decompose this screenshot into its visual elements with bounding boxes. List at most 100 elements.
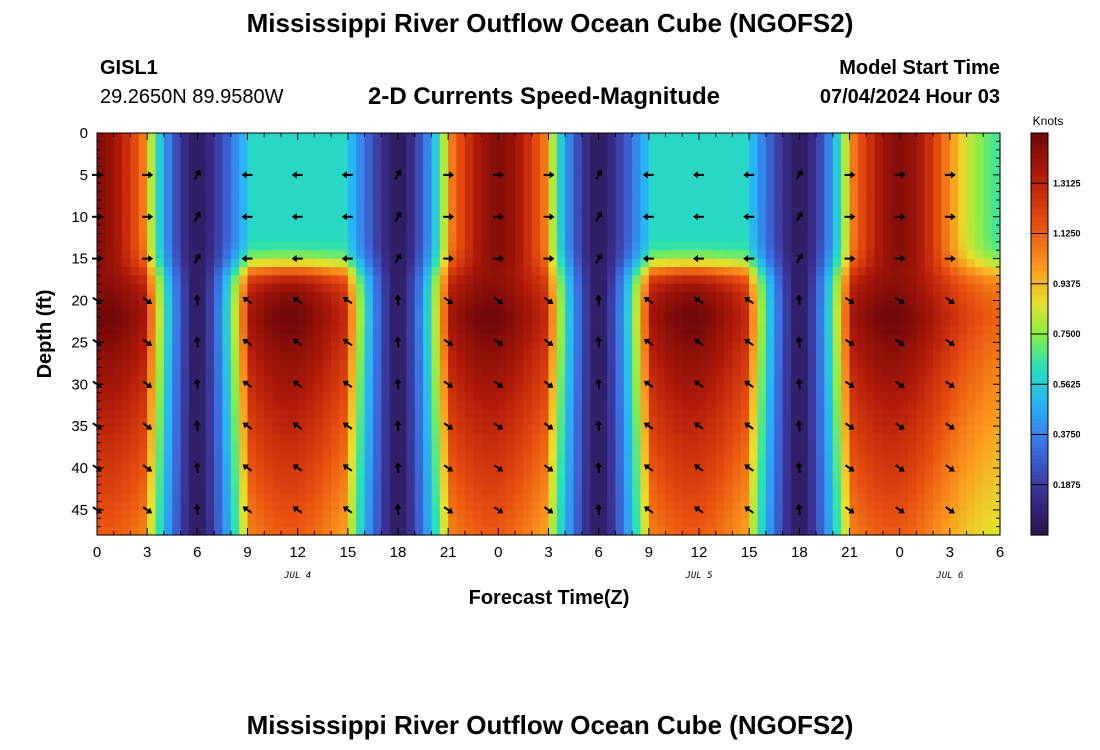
heatmap-cell: [197, 417, 207, 427]
heatmap-cell: [423, 342, 433, 352]
heatmap-cell: [765, 409, 775, 419]
heatmap-cell: [222, 233, 232, 243]
heatmap-cell: [531, 325, 541, 335]
heatmap-cell: [908, 509, 917, 519]
heatmap-cell: [264, 426, 274, 436]
heatmap-cell: [832, 384, 842, 394]
heatmap-cell: [138, 141, 148, 151]
heatmap-cell: [548, 451, 558, 461]
heatmap-cell: [322, 208, 332, 218]
heatmap-cell: [322, 250, 332, 260]
heatmap-cell: [933, 317, 943, 327]
heatmap-cell: [389, 275, 399, 285]
heatmap-cell: [297, 141, 307, 151]
heatmap-cell: [113, 267, 123, 276]
heatmap-cell: [239, 476, 249, 486]
heatmap-cell: [615, 208, 625, 218]
heatmap-cell: [715, 434, 725, 444]
heatmap-cell: [623, 208, 633, 218]
heatmap-cell: [456, 149, 466, 159]
heatmap-cell: [623, 417, 633, 427]
heatmap-cell: [949, 384, 959, 394]
heatmap-cell: [899, 334, 909, 343]
heatmap-cell: [464, 426, 474, 436]
heatmap-cell: [866, 191, 876, 201]
heatmap-cell: [807, 258, 817, 268]
heatmap-cell: [464, 200, 474, 209]
heatmap-cell: [506, 442, 516, 452]
heatmap-cell: [640, 401, 650, 410]
heatmap-cell: [163, 233, 173, 243]
heatmap-cell: [648, 325, 658, 335]
heatmap-cell: [389, 451, 399, 461]
heatmap-cell: [673, 468, 683, 477]
heatmap-cell: [749, 359, 759, 369]
heatmap-cell: [958, 233, 968, 243]
heatmap-cell: [481, 409, 491, 419]
heatmap-cell: [816, 518, 826, 528]
heatmap-cell: [690, 166, 700, 176]
heatmap-cell: [699, 493, 708, 503]
heatmap-cell: [464, 325, 474, 335]
heatmap-cell: [372, 392, 382, 402]
heatmap-cell: [297, 468, 307, 477]
heatmap-cell: [648, 200, 658, 209]
heatmap-cell: [414, 509, 424, 519]
heatmap-cell: [724, 367, 734, 377]
heatmap-cell: [423, 283, 433, 293]
heatmap-cell: [205, 158, 215, 168]
heatmap-cell: [247, 141, 257, 151]
heatmap-cell: [306, 300, 315, 310]
heatmap-cell: [230, 426, 240, 436]
heatmap-cell: [331, 208, 341, 218]
heatmap-cell: [849, 300, 859, 310]
heatmap-cell: [339, 468, 349, 477]
heatmap-cell: [749, 434, 759, 444]
heatmap-cell: [874, 518, 884, 528]
heatmap-cell: [899, 208, 909, 218]
heatmap-cell: [331, 225, 341, 235]
heatmap-cell: [565, 149, 575, 159]
heatmap-cell: [97, 417, 106, 427]
heatmap-cell: [406, 149, 416, 159]
heatmap-cell: [197, 451, 207, 461]
heatmap-cell: [933, 484, 943, 494]
heatmap-cell: [515, 250, 525, 260]
heatmap-cell: [565, 350, 575, 360]
heatmap-cell: [623, 141, 633, 151]
heatmap-cell: [740, 317, 750, 327]
heatmap-cell: [640, 325, 650, 335]
heatmap-cell: [540, 317, 550, 327]
heatmap-cell: [138, 375, 148, 385]
heatmap-cell: [515, 258, 525, 268]
heatmap-cell: [540, 384, 550, 394]
heatmap-cell: [924, 484, 934, 494]
heatmap-cell: [548, 191, 558, 201]
heatmap-cell: [640, 384, 650, 394]
heatmap-cell: [331, 283, 341, 293]
heatmap-cell: [105, 174, 115, 184]
heatmap-cell: [130, 149, 140, 159]
heatmap-cell: [163, 493, 173, 503]
heatmap-cell: [481, 191, 491, 201]
heatmap-cell: [548, 426, 558, 436]
heatmap-cell: [933, 342, 943, 352]
heatmap-cell: [180, 359, 190, 369]
heatmap-cell: [347, 384, 357, 394]
heatmap-cell: [197, 442, 207, 452]
heatmap-cell: [849, 367, 859, 377]
heatmap-cell: [916, 166, 926, 176]
heatmap-cell: [799, 526, 809, 536]
heatmap-cell: [97, 200, 106, 209]
heatmap-cell: [364, 426, 374, 436]
heatmap-cell: [155, 426, 165, 436]
heatmap-cell: [699, 317, 708, 327]
heatmap-cell: [398, 267, 407, 276]
heatmap-cell: [908, 442, 917, 452]
heatmap-cell: [122, 493, 132, 503]
heatmap-cell: [715, 241, 725, 251]
heatmap-cell: [280, 518, 290, 528]
heatmap-cell: [724, 509, 734, 519]
heatmap-cell: [431, 526, 441, 536]
heatmap-cell: [439, 300, 449, 310]
